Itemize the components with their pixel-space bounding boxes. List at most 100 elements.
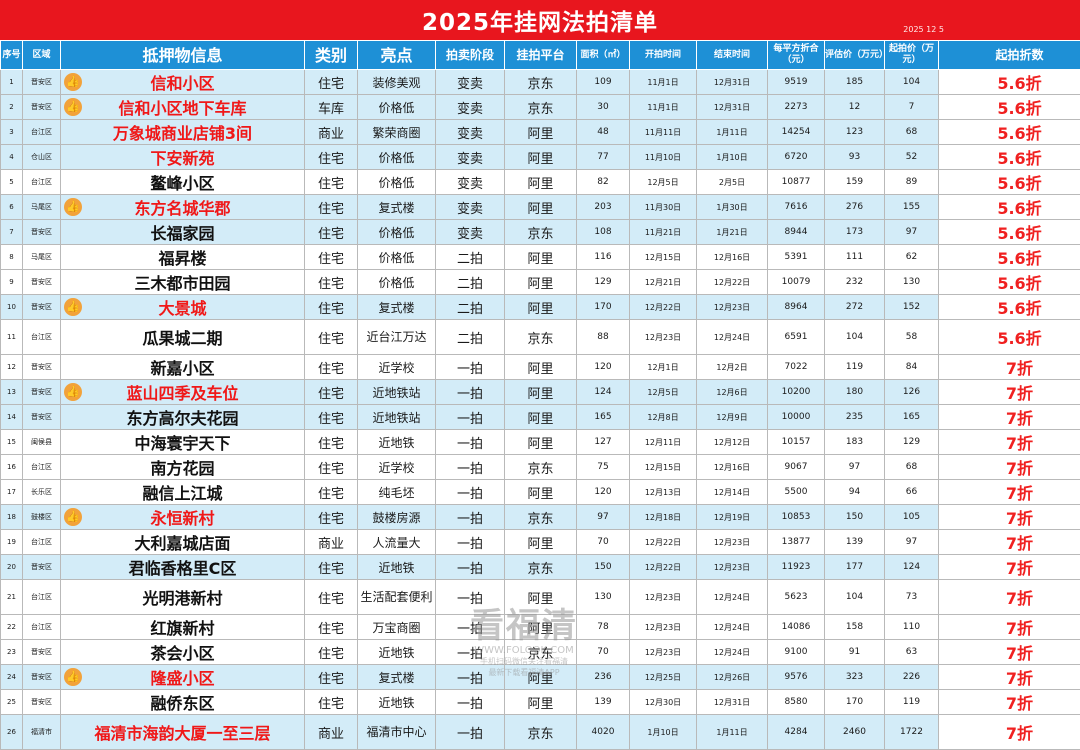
row-discount-text: 7折 [1006, 509, 1033, 528]
row-district: 晋安区 [23, 355, 61, 380]
row-unit-price-text: 5391 [785, 252, 808, 262]
row-name: 👍大景城 [61, 295, 305, 320]
row-no-text: 2 [9, 103, 13, 111]
row-platform: 京东 [505, 220, 577, 245]
row-unit-price-text: 14254 [782, 127, 811, 137]
row-end-time: 12月16日 [697, 245, 768, 270]
row-no: 18 [1, 505, 23, 530]
row-appraisal-text: 177 [846, 562, 863, 572]
row-appraisal-text: 173 [846, 227, 863, 237]
row-unit-price: 10079 [768, 270, 825, 295]
row-district: 晋安区 [23, 555, 61, 580]
row-district: 台江区 [23, 455, 61, 480]
row-stage: 一拍 [436, 580, 505, 615]
row-start-price-text: 58 [906, 332, 917, 342]
row-stage-text: 一拍 [457, 592, 483, 607]
row-platform: 阿里 [505, 480, 577, 505]
row-appraisal-text: 104 [846, 592, 863, 602]
row-start-price: 68 [885, 455, 939, 480]
row-platform: 阿里 [505, 355, 577, 380]
row-start-time: 12月15日 [630, 245, 697, 270]
row-end-time: 12月24日 [697, 615, 768, 640]
row-appraisal: 2460 [825, 715, 885, 750]
row-district: 仓山区 [23, 145, 61, 170]
row-highlight-text: 近地铁 [378, 646, 414, 660]
header-row: 序号 区域 抵押物信息 类别 亮点 拍卖阶段 挂拍平台 面积（㎡） 开拍时间 结… [1, 41, 1080, 70]
header-stage: 拍卖阶段 [436, 41, 505, 70]
row-no-text: 9 [9, 278, 13, 286]
row-start-price: 66 [885, 480, 939, 505]
row-end-time-text: 12月26日 [714, 673, 750, 682]
row-area: 116 [577, 245, 630, 270]
row-start-price: 84 [885, 355, 939, 380]
row-end-time: 1月11日 [697, 715, 768, 750]
row-no: 26 [1, 715, 23, 750]
row-start-price: 63 [885, 640, 939, 665]
row-appraisal: 235 [825, 405, 885, 430]
row-end-time: 12月2日 [697, 355, 768, 380]
row-platform-text: 阿里 [527, 362, 553, 377]
row-stage-text: 二拍 [457, 332, 483, 347]
row-district-text: 马尾区 [31, 203, 52, 211]
row-district-text: 台江区 [31, 128, 52, 136]
row-category-text: 住宅 [318, 647, 344, 662]
row-area-text: 108 [594, 227, 611, 237]
row-platform: 阿里 [505, 580, 577, 615]
row-area-text: 48 [597, 127, 608, 137]
row-platform: 阿里 [505, 380, 577, 405]
row-start-price: 226 [885, 665, 939, 690]
row-highlight-text: 近地铁 [378, 696, 414, 710]
row-name-text: 永恒新村 [150, 509, 214, 528]
row-end-time-text: 2月5日 [719, 178, 745, 187]
row-area: 236 [577, 665, 630, 690]
row-appraisal-text: 104 [846, 332, 863, 342]
row-appraisal: 97 [825, 455, 885, 480]
row-area: 77 [577, 145, 630, 170]
row-stage-text: 二拍 [457, 252, 483, 267]
row-name-text: 信和小区 [150, 74, 214, 93]
row-area: 82 [577, 170, 630, 195]
row-platform: 阿里 [505, 270, 577, 295]
row-start-price-text: 97 [906, 227, 917, 237]
row-start-price-text: 155 [903, 202, 920, 212]
row-end-time: 12月24日 [697, 320, 768, 355]
row-start-time: 11月1日 [630, 95, 697, 120]
row-appraisal-text: 91 [849, 647, 860, 657]
row-district: 晋安区 [23, 295, 61, 320]
header-category: 类别 [305, 41, 358, 70]
row-start-time-text: 12月15日 [645, 253, 681, 262]
row-end-time: 12月23日 [697, 555, 768, 580]
row-discount: 7折 [939, 690, 1080, 715]
row-discount: 5.6折 [939, 145, 1080, 170]
row-highlight: 近地铁站 [358, 405, 436, 430]
row-platform: 阿里 [505, 120, 577, 145]
row-district-text: 鼓楼区 [31, 513, 52, 521]
row-platform: 京东 [505, 715, 577, 750]
row-stage: 二拍 [436, 295, 505, 320]
row-discount: 7折 [939, 580, 1080, 615]
row-platform-text: 阿里 [527, 387, 553, 402]
row-appraisal-text: 119 [846, 362, 863, 372]
row-platform: 阿里 [505, 405, 577, 430]
row-platform: 阿里 [505, 690, 577, 715]
row-district: 台江区 [23, 530, 61, 555]
row-category-text: 住宅 [318, 462, 344, 477]
row-appraisal: 232 [825, 270, 885, 295]
row-district: 晋安区 [23, 640, 61, 665]
row-no: 7 [1, 220, 23, 245]
row-start-price: 68 [885, 120, 939, 145]
row-end-time-text: 12月9日 [716, 413, 747, 422]
row-name-text: 隆盛小区 [150, 669, 214, 688]
row-start-time: 12月23日 [630, 320, 697, 355]
row-area: 139 [577, 690, 630, 715]
row-unit-price-text: 8580 [785, 697, 808, 707]
row-highlight-text: 复式楼 [378, 301, 414, 315]
row-no: 15 [1, 430, 23, 455]
row-stage-text: 变卖 [457, 227, 483, 242]
row-discount: 5.6折 [939, 320, 1080, 355]
row-unit-price-text: 7022 [785, 362, 808, 372]
row-no-text: 18 [7, 513, 16, 521]
row-highlight-text: 近台江万达 [366, 330, 426, 344]
row-stage: 一拍 [436, 430, 505, 455]
